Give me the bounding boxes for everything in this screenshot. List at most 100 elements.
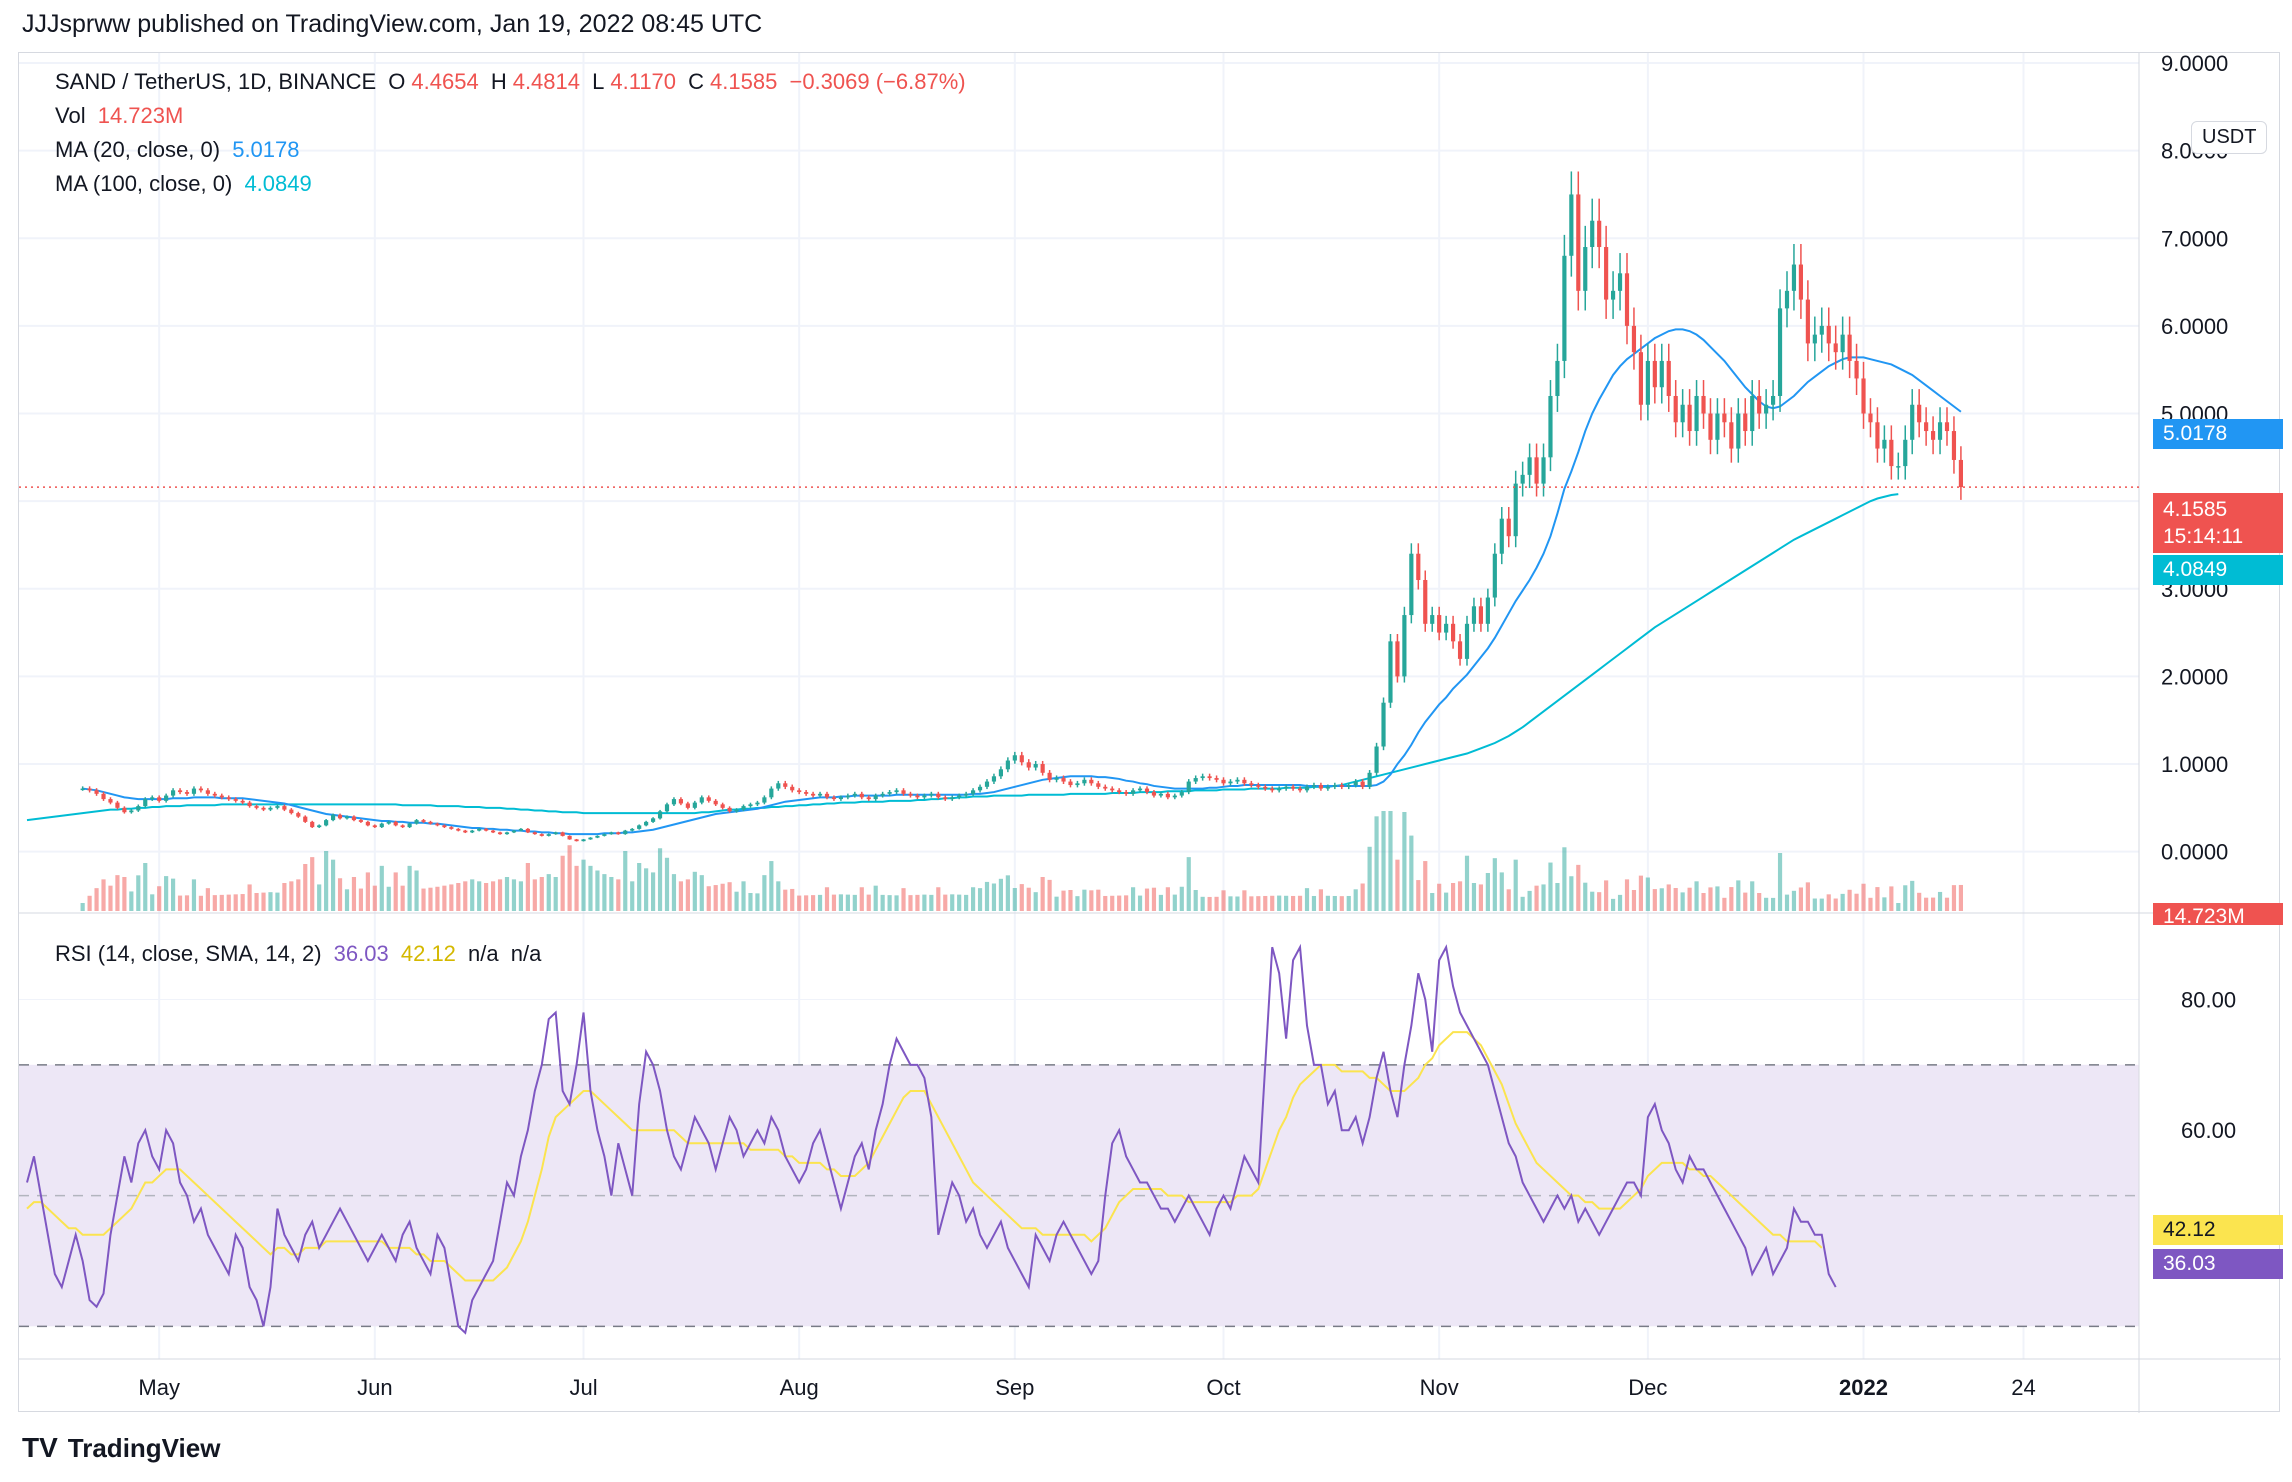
candle-body xyxy=(769,788,774,798)
volume-bar xyxy=(1958,884,1963,911)
volume-bar xyxy=(1743,892,1748,911)
candle-body xyxy=(1937,422,1943,440)
legend-ma20-value: 5.0178 xyxy=(232,137,300,162)
price-tick-label: 1.0000 xyxy=(2161,752,2228,777)
candle-body xyxy=(1137,788,1143,791)
volume-bar xyxy=(198,895,203,911)
candle-body xyxy=(1471,606,1477,624)
candle-body xyxy=(289,809,294,814)
volume-bar xyxy=(1562,847,1567,911)
volume-bar xyxy=(171,878,176,911)
volume-bar xyxy=(1771,897,1776,911)
volume-bar xyxy=(1889,886,1894,911)
candle-body xyxy=(1457,641,1463,659)
volume-bar xyxy=(1179,886,1184,911)
candle-body xyxy=(706,797,711,801)
legend-low-label: L xyxy=(592,69,605,94)
candle-body xyxy=(108,799,113,803)
candle-body xyxy=(1534,457,1539,484)
volume-bar xyxy=(1061,890,1066,911)
volume-bar xyxy=(1374,816,1379,911)
volume-bar xyxy=(1103,895,1108,911)
volume-bar xyxy=(358,888,363,911)
candle-body xyxy=(1388,641,1393,703)
candle-body xyxy=(1005,760,1010,770)
candle-body xyxy=(1819,325,1824,335)
legend-close: 4.1585 xyxy=(710,69,778,94)
volume-bar xyxy=(1861,883,1866,911)
tradingview-logo-icon: TV xyxy=(22,1432,58,1463)
volume-bar xyxy=(1917,892,1922,911)
volume-bar xyxy=(282,883,287,911)
volume-bar xyxy=(1548,862,1553,911)
volume-bar xyxy=(497,879,503,911)
volume-bar xyxy=(1631,890,1637,911)
volume-bar xyxy=(908,895,913,911)
volume-bar xyxy=(762,875,767,911)
volume-bar xyxy=(894,895,899,911)
tradingview-brand[interactable]: TV TradingView xyxy=(22,1432,220,1464)
candle-body xyxy=(539,834,544,836)
volume-bar xyxy=(852,894,857,911)
volume-bar xyxy=(1075,896,1080,911)
legend-symbol[interactable]: SAND / TetherUS, 1D, BINANCE xyxy=(55,69,377,94)
legend-ma100-row[interactable]: MA (100, close, 0) 4.0849 xyxy=(55,171,318,197)
legend-vol-label: Vol xyxy=(55,103,86,128)
currency-badge[interactable]: USDT xyxy=(2191,121,2268,154)
volume-bar xyxy=(964,894,969,911)
legend-rsi-row[interactable]: RSI (14, close, SMA, 14, 2) 36.03 42.12 … xyxy=(55,941,547,967)
volume-bar xyxy=(991,883,997,911)
chart-canvas[interactable]: 9.00008.00007.00006.00005.00004.00003.00… xyxy=(19,53,2281,1413)
volume-bar xyxy=(1082,889,1087,911)
volume-bar xyxy=(922,894,927,911)
candle-body xyxy=(1249,783,1254,786)
candle-body xyxy=(1395,641,1400,677)
volume-bar xyxy=(824,887,830,911)
candle-body xyxy=(275,806,280,808)
candle-body xyxy=(581,839,586,842)
volume-bar xyxy=(1277,895,1282,911)
volume-bar xyxy=(1931,897,1936,911)
rsi-polyline xyxy=(26,943,1837,1335)
price-tick-label: 9.0000 xyxy=(2161,53,2228,76)
candle-body xyxy=(671,799,677,805)
candle-body xyxy=(776,783,781,789)
legend-ma20-row[interactable]: MA (20, close, 0) 5.0178 xyxy=(55,137,306,163)
candle-body xyxy=(1339,785,1344,787)
candle-body xyxy=(1750,395,1755,432)
volume-bar xyxy=(950,894,955,911)
candle-body xyxy=(393,821,398,826)
volume-bar xyxy=(393,872,398,911)
volume-bar xyxy=(713,885,718,911)
volume-bar xyxy=(943,894,948,911)
candle-body xyxy=(734,809,739,812)
volume-bar xyxy=(901,888,906,911)
time-tick-label: 2022 xyxy=(1839,1375,1888,1400)
candle-body xyxy=(484,828,489,831)
candle-body xyxy=(546,834,551,836)
volume-bar xyxy=(1715,886,1720,911)
candle-body xyxy=(873,795,878,800)
volume-bar xyxy=(783,889,788,911)
legend-symbol-row[interactable]: SAND / TetherUS, 1D, BINANCE O 4.4654 H 4.… xyxy=(55,69,972,95)
volume-bar xyxy=(157,886,162,911)
legend-volume-row[interactable]: Vol 14.723M xyxy=(55,103,189,129)
chart-frame[interactable]: 9.00008.00007.00006.00005.00004.00003.00… xyxy=(18,52,2283,1413)
candle-body xyxy=(651,818,656,822)
volume-bar xyxy=(1485,873,1490,911)
candle-body xyxy=(1924,422,1929,432)
candle-body xyxy=(1270,788,1275,791)
volume-bar xyxy=(337,878,343,911)
candle-body xyxy=(1889,439,1894,467)
candle-body xyxy=(1346,785,1351,787)
volume-bar xyxy=(115,875,120,911)
volume-bar xyxy=(407,865,412,911)
candle-body xyxy=(623,830,628,835)
volume-bar xyxy=(831,894,837,911)
volume-bar xyxy=(254,893,259,911)
volume-bar xyxy=(1284,895,1289,911)
candle-body xyxy=(386,821,391,824)
candle-body xyxy=(1798,264,1803,300)
candle-body xyxy=(831,797,837,800)
legend-high-label: H xyxy=(490,69,507,94)
